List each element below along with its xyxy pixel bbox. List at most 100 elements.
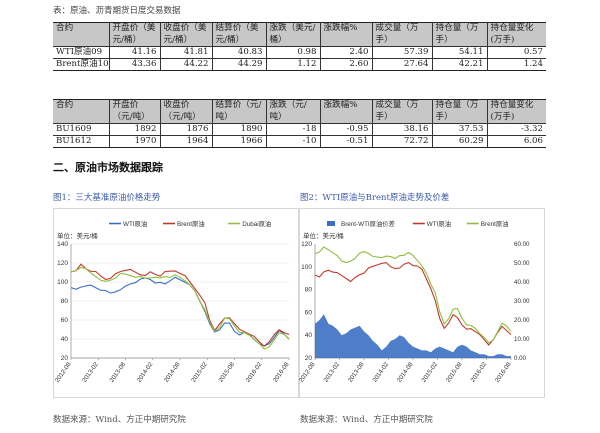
- value-cell: 38.16: [371, 123, 432, 136]
- legend-label: Brent原油: [481, 219, 509, 228]
- table-row: BU1612 1970 1964 1966 -10 -0.51 72.72 60.29 6.06: [53, 135, 546, 148]
- value-cell: -3.32: [486, 123, 546, 136]
- value-cell: 57.39: [371, 46, 432, 59]
- contract-cell: WTI原油09: [53, 46, 109, 59]
- value-cell: 41.16: [108, 46, 160, 59]
- contract-cell: BU1612: [53, 135, 109, 148]
- crude-oil-trading-table: 合约 开盘价（美元/桶） 收盘价（美元/桶） 结算价（美元/桶） 涨跌（美元/桶） 涨跌幅…: [53, 22, 546, 71]
- value-cell: 44.22: [159, 58, 212, 71]
- table-header-cell: 结算价（美元/桶）: [211, 22, 266, 47]
- table-header-cell: 涨跌（美元/桶）: [265, 22, 320, 47]
- value-cell: -0.95: [319, 123, 372, 136]
- value-cell: -10: [265, 135, 320, 148]
- table-header-cell: 收盘价（元/吨）: [159, 99, 212, 124]
- y-tick-label: 140: [57, 241, 68, 248]
- value-cell: 1964: [159, 135, 212, 148]
- value-cell: 1892: [108, 123, 160, 136]
- y-tick-label: 40: [61, 336, 69, 343]
- figure2-source: 数据来源：Wind、方正中期研究院: [300, 415, 433, 425]
- table-header-cell: 收盘价（美元/桶）: [159, 22, 212, 47]
- y2-tick-label: 0.00: [514, 355, 527, 362]
- value-cell: -0.51: [319, 135, 372, 148]
- value-cell: 1970: [108, 135, 160, 148]
- series-line-2: [314, 246, 512, 344]
- table-header-cell: 合约: [56, 100, 74, 110]
- value-cell: 2.40: [319, 46, 372, 59]
- table-header-cell: 持仓量变化(万手): [486, 99, 546, 124]
- legend-label: WTI原油: [427, 219, 451, 228]
- value-cell: 44.29: [211, 58, 266, 71]
- value-cell: 41.81: [159, 46, 212, 59]
- table-header-cell: 成交量（万手）: [371, 99, 432, 124]
- y-tick-label: 80: [61, 298, 69, 305]
- value-cell: 1876: [159, 123, 212, 136]
- y-tick-label: 120: [57, 260, 68, 267]
- table-header-cell: 涨跌（元/吨）: [265, 99, 320, 124]
- value-cell: 6.06: [486, 135, 546, 148]
- table-caption: 表：原油、沥青期货日度交易数据: [53, 6, 181, 16]
- value-cell: 42.21: [431, 58, 487, 71]
- y-tick-label: 120: [301, 241, 312, 248]
- asphalt-trading-table: 合约 开盘价（元/吨） 收盘价（元/吨） 结算价（元/吨） 涨跌（元/吨） 涨跌幅% 成交量…: [53, 99, 546, 148]
- value-cell: 37.53: [431, 123, 487, 136]
- table-header-cell: 开盘价（元/吨）: [108, 99, 160, 124]
- legend-label: Dubai原油: [242, 219, 271, 228]
- figure1-source: 数据来源：Wind、方正中期研究院: [53, 415, 186, 425]
- y-tick-label: 20: [61, 355, 69, 362]
- y-tick-label: 100: [301, 264, 312, 271]
- value-cell: 0.57: [486, 46, 546, 59]
- series-line-2: [70, 266, 290, 350]
- series-line-1: [70, 263, 290, 348]
- y-tick-label: 60: [305, 309, 313, 316]
- legend-label: WTI原油: [123, 219, 147, 228]
- value-cell: 60.29: [431, 135, 487, 148]
- y-tick-label: 60: [61, 317, 69, 324]
- legend-label: Brent-WTI原油价差: [341, 219, 395, 228]
- table-header-cell: 涨跌幅%: [319, 99, 372, 124]
- y-tick-label: 100: [57, 279, 68, 286]
- chart-frame: [299, 208, 545, 398]
- value-cell: 40.83: [211, 46, 266, 59]
- y-tick-label: 40: [305, 332, 313, 339]
- y2-tick-label: 30.00: [514, 298, 530, 305]
- table-header-cell: 成交量（万手）: [371, 22, 432, 47]
- y2-tick-label: 50.00: [514, 260, 530, 267]
- table-header-cell: 合约: [56, 23, 74, 33]
- y2-tick-label: 20.00: [514, 317, 530, 324]
- table-header-row: 合约 开盘价（元/吨） 收盘价（元/吨） 结算价（元/吨） 涨跌（元/吨） 涨跌幅% 成交量…: [53, 99, 546, 124]
- chart-frame: [53, 208, 299, 398]
- table-header-cell: 涨跌幅%: [319, 22, 372, 47]
- value-cell: 0.98: [265, 46, 320, 59]
- unit-label: 单位：美元/桶: [303, 231, 344, 240]
- y2-tick-label: 40.00: [514, 279, 530, 286]
- y2-tick-label: 10.00: [514, 336, 530, 343]
- contract-cell: BU1609: [53, 123, 109, 136]
- contract-cell: Brent原油10: [53, 58, 109, 71]
- value-cell: 54.11: [431, 46, 487, 59]
- value-cell: 27.64: [371, 58, 432, 71]
- figure2-label: 图2：WTI原油与Brent原油走势及价差: [300, 193, 450, 203]
- table-row: WTI原油09 41.16 41.81 40.83 0.98 2.40 57.39 54.11…: [53, 46, 546, 59]
- table-header-row: 合约 开盘价（美元/桶） 收盘价（美元/桶） 结算价（美元/桶） 涨跌（美元/桶） 涨跌幅…: [53, 22, 546, 47]
- value-cell: 1966: [211, 135, 266, 148]
- y2-tick-label: 60.00: [514, 241, 530, 248]
- figure1-label: 图1：三大基准原油价格走势: [53, 193, 161, 203]
- table-header-cell: 持仓量（万手）: [431, 99, 487, 124]
- table-header-cell: 持仓量（万手）: [431, 22, 487, 47]
- value-cell: 1890: [211, 123, 266, 136]
- series-area-spread: [315, 314, 511, 358]
- table-header-cell: 开盘价（美元/桶）: [108, 22, 160, 47]
- table-header-cell: 持仓量变化(万手): [486, 22, 546, 47]
- unit-label: 单位：美元/桶: [57, 231, 98, 240]
- table-header-cell: 结算价（元/吨）: [211, 99, 266, 124]
- value-cell: 2.60: [319, 58, 372, 71]
- value-cell: 1.24: [486, 58, 546, 71]
- value-cell: 1.12: [265, 58, 320, 71]
- y-tick-label: 80: [305, 287, 313, 294]
- series-line-1: [314, 261, 512, 346]
- y-tick-label: 20: [305, 355, 313, 362]
- table-row: Brent原油10 43.36 44.22 44.29 1.12 2.60 27.64 42.…: [53, 58, 546, 71]
- legend-label: Brent原油: [177, 219, 205, 228]
- wti-brent-spread-chart: 单位：美元/桶 20 40 60 80 100 120 0.00 10.00 20.00 30.00…: [299, 208, 545, 398]
